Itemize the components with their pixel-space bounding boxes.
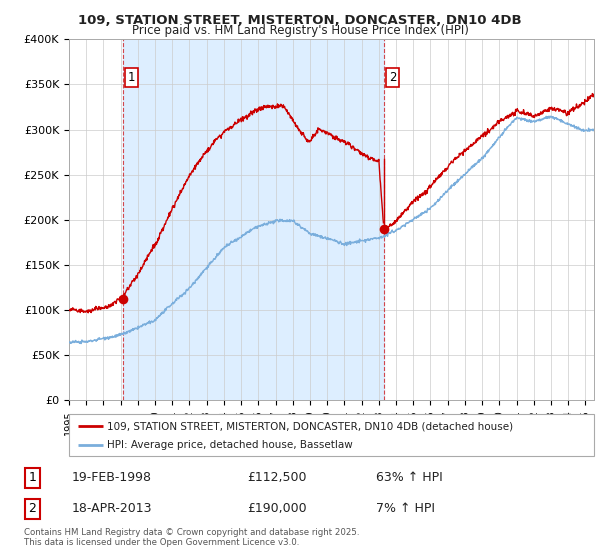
Bar [123, 39, 384, 400]
Text: 63% ↑ HPI: 63% ↑ HPI [376, 471, 442, 484]
Text: 2: 2 [389, 71, 397, 83]
Text: Price paid vs. HM Land Registry's House Price Index (HPI): Price paid vs. HM Land Registry's House … [131, 24, 469, 37]
Text: 1: 1 [28, 471, 37, 484]
Text: 1: 1 [128, 71, 136, 83]
Text: 7% ↑ HPI: 7% ↑ HPI [376, 502, 434, 515]
Text: Contains HM Land Registry data © Crown copyright and database right 2025.
This d: Contains HM Land Registry data © Crown c… [24, 528, 359, 547]
Text: £112,500: £112,500 [247, 471, 307, 484]
Text: 2: 2 [28, 502, 37, 515]
Text: 18-APR-2013: 18-APR-2013 [71, 502, 152, 515]
Text: 109, STATION STREET, MISTERTON, DONCASTER, DN10 4DB: 109, STATION STREET, MISTERTON, DONCASTE… [78, 14, 522, 27]
Text: 19-FEB-1998: 19-FEB-1998 [71, 471, 151, 484]
Text: 109, STATION STREET, MISTERTON, DONCASTER, DN10 4DB (detached house): 109, STATION STREET, MISTERTON, DONCASTE… [107, 421, 513, 431]
Text: £190,000: £190,000 [247, 502, 307, 515]
FancyBboxPatch shape [69, 414, 594, 456]
Text: HPI: Average price, detached house, Bassetlaw: HPI: Average price, detached house, Bass… [107, 440, 353, 450]
